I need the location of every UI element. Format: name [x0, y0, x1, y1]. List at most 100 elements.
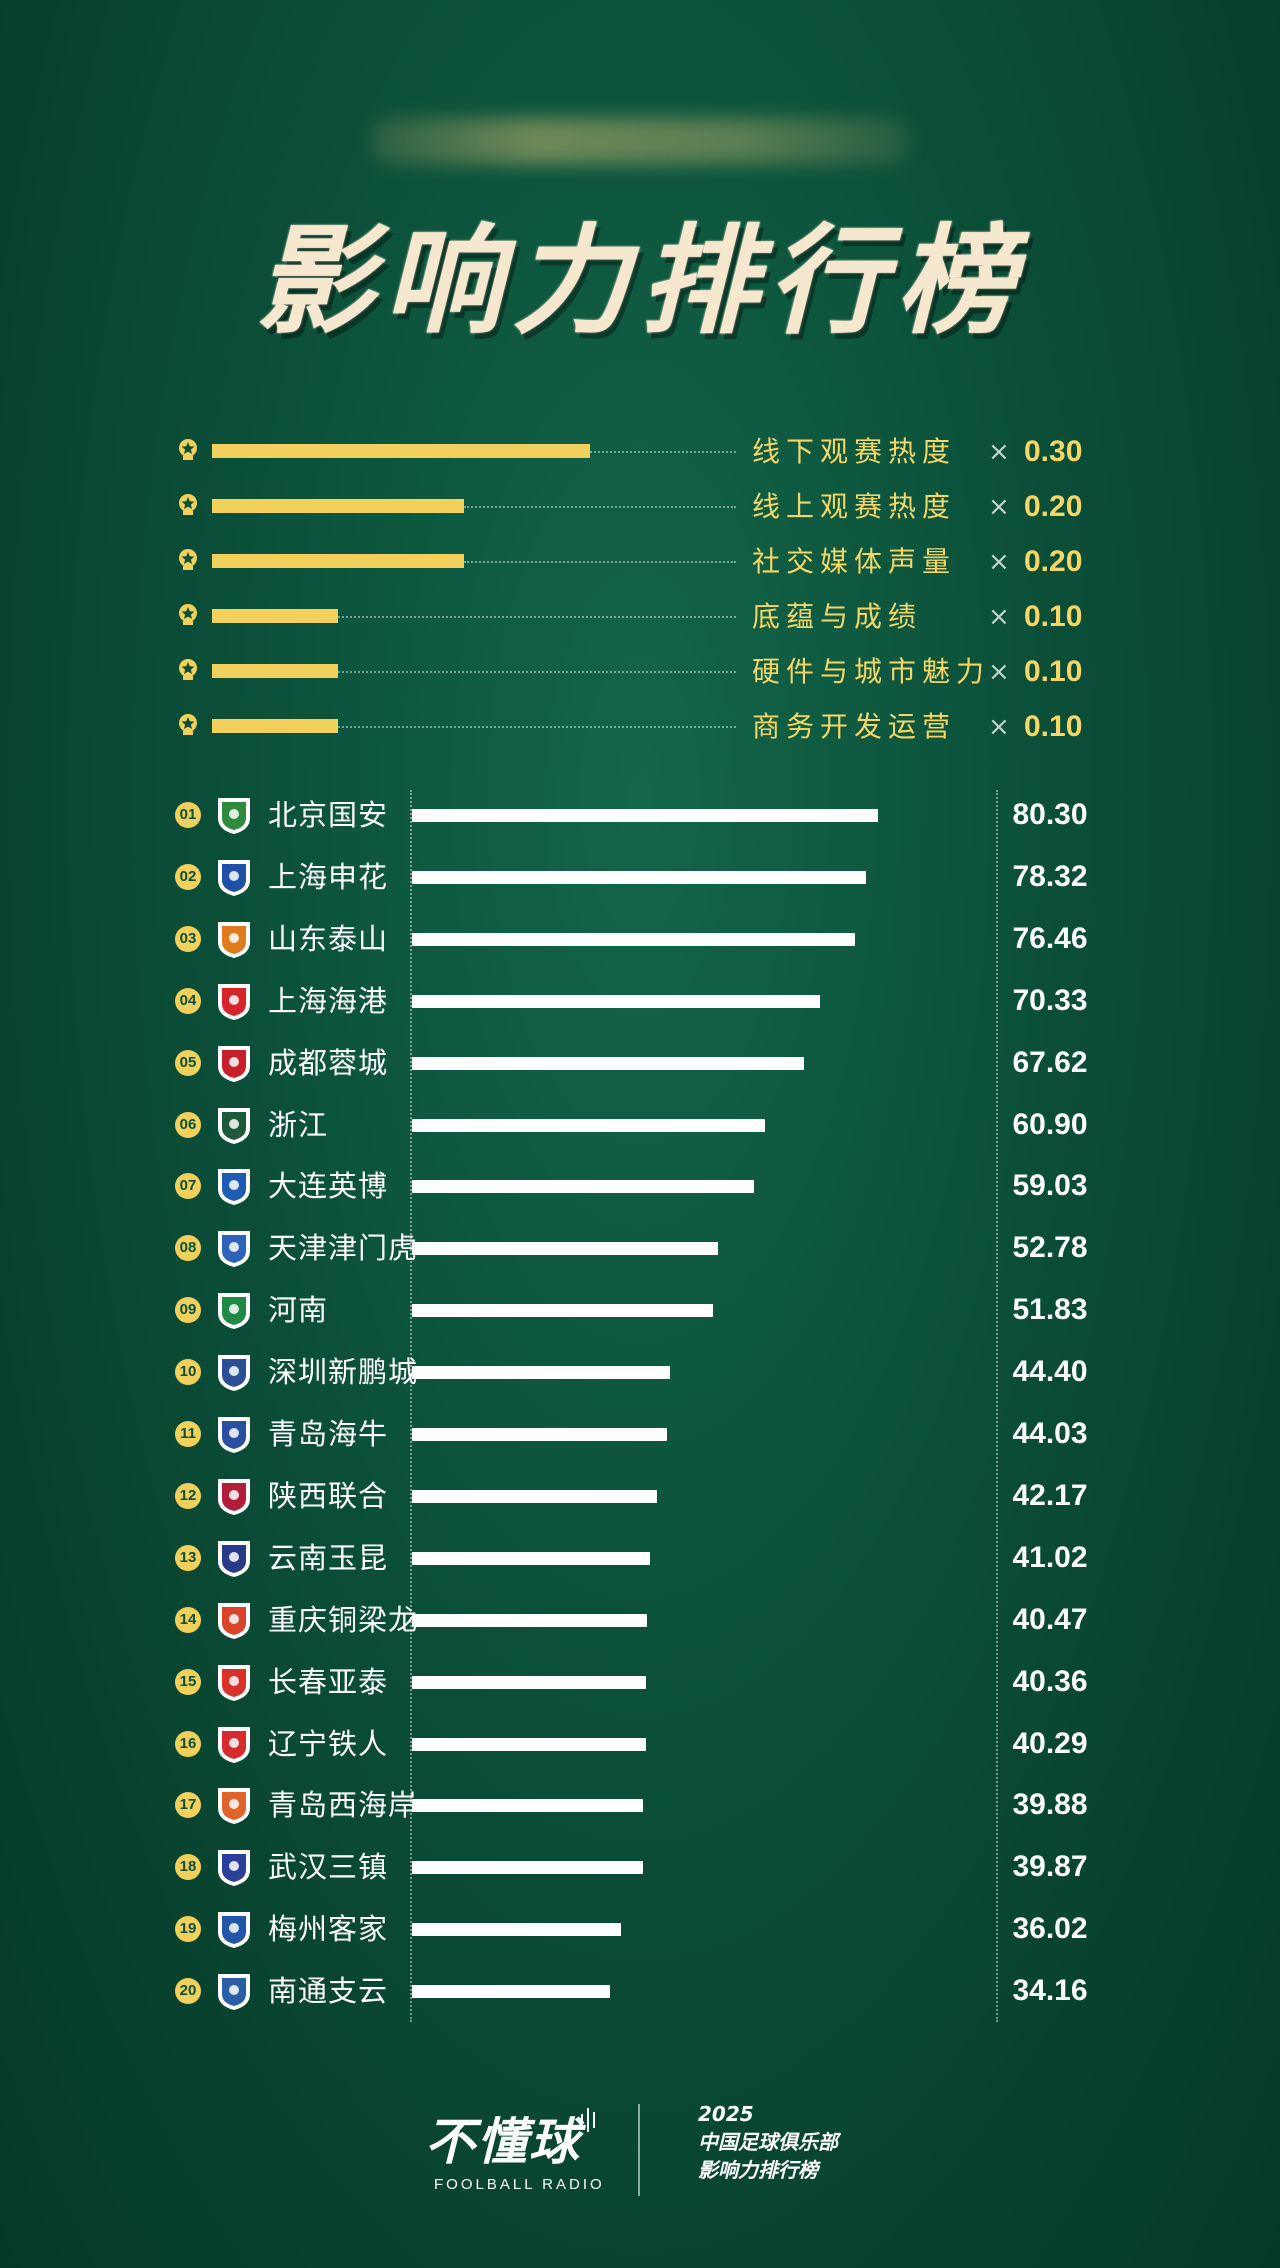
weight-value: 0.10	[1024, 655, 1083, 688]
rank-badge: 05	[175, 1049, 201, 1076]
team-logo-icon	[218, 859, 250, 896]
score-label: 40.29	[1012, 1726, 1088, 1760]
weight-bar	[212, 719, 338, 733]
rank-badge: 01	[175, 802, 201, 828]
weight-leader-line	[338, 726, 736, 728]
star-medal-icon	[179, 604, 197, 625]
score-bar	[412, 1118, 766, 1132]
rank-badge: 17	[175, 1792, 201, 1819]
weight-value: 0.10	[1024, 600, 1083, 633]
team-name: 山东泰山	[268, 921, 389, 956]
rank-badge: 15	[175, 1668, 201, 1695]
score-bar	[412, 809, 878, 822]
team-logo-icon	[218, 1231, 250, 1268]
score-label: 39.88	[1012, 1788, 1088, 1822]
weight-value: 0.20	[1024, 545, 1083, 578]
chart-axis-left	[410, 790, 412, 2022]
team-logo-icon	[218, 921, 250, 958]
score-label: 60.90	[1012, 1107, 1088, 1141]
team-logo-icon	[218, 1169, 250, 1206]
weight-leader-line	[590, 451, 736, 453]
rank-badge: 13	[175, 1544, 201, 1571]
weight-bar	[212, 664, 338, 678]
footer-line3: 影响力排行榜	[698, 2158, 818, 2182]
score-label: 42.17	[1012, 1478, 1088, 1512]
multiply-sign: ×	[988, 712, 1010, 742]
score-bar	[412, 1613, 647, 1627]
team-name: 天津津门虎	[268, 1231, 419, 1266]
rank-row: 12 陕西联合 42.17	[0, 1469, 1280, 1525]
multiply-sign: ×	[988, 437, 1010, 467]
weight-bar	[212, 444, 590, 458]
rank-badge: 10	[175, 1359, 201, 1386]
team-logo-icon	[218, 1417, 250, 1453]
team-logo-icon	[218, 1912, 250, 1949]
brand-wave-icon	[581, 2108, 595, 2132]
score-label: 67.62	[1012, 1045, 1088, 1079]
team-name: 南通支云	[268, 1974, 389, 2009]
score-label: 36.02	[1012, 1912, 1088, 1946]
multiply-sign: ×	[988, 492, 1010, 522]
rank-badge: 07	[175, 1173, 201, 1200]
score-bar	[412, 1489, 657, 1503]
rank-badge: 19	[175, 1916, 201, 1943]
rank-badge: 12	[175, 1482, 201, 1509]
rank-row: 20 南通支云 34.16	[0, 1964, 1280, 2020]
score-bar	[412, 1799, 644, 1813]
rank-row: 15 长春亚泰 40.36	[0, 1655, 1280, 1711]
rank-badge: 08	[175, 1235, 201, 1262]
weight-value: 0.30	[1024, 435, 1083, 468]
rank-row: 17 青岛西海岸 39.88	[0, 1778, 1280, 1834]
weight-row: 线上观赛热度 × 0.20	[0, 487, 1280, 527]
team-logo-icon	[218, 1602, 250, 1639]
team-logo-icon	[218, 1850, 250, 1887]
weight-label: 线下观赛热度	[752, 435, 957, 468]
rank-badge: 04	[175, 987, 201, 1014]
score-bar	[412, 1428, 668, 1441]
rank-row: 19 梅州客家 36.02	[0, 1902, 1280, 1958]
team-name: 上海申花	[268, 859, 389, 894]
team-name: 河南	[268, 1293, 329, 1328]
score-bar	[412, 1985, 611, 1999]
score-bar	[412, 1551, 650, 1565]
score-label: 44.40	[1012, 1355, 1088, 1389]
page-title: 影响力排行榜	[255, 212, 1024, 350]
score-bar	[412, 994, 820, 1008]
footer-divider	[638, 2104, 640, 2196]
rank-row: 09 河南 51.83	[0, 1283, 1280, 1339]
weight-row: 商务开发运营 × 0.10	[0, 707, 1280, 747]
score-label: 52.78	[1012, 1231, 1088, 1265]
rank-row: 02 上海申花 78.32	[0, 850, 1280, 906]
team-logo-icon	[218, 1974, 250, 2011]
team-name: 梅州客家	[268, 1912, 389, 1947]
score-label: 40.36	[1012, 1664, 1088, 1698]
rank-row: 16 辽宁铁人 40.29	[0, 1717, 1280, 1773]
score-label: 70.33	[1012, 983, 1088, 1017]
rank-badge: 03	[175, 925, 201, 952]
team-name: 青岛海牛	[268, 1417, 389, 1451]
score-label: 41.02	[1012, 1540, 1088, 1574]
rank-badge: 14	[175, 1606, 201, 1633]
rank-row: 10 深圳新鹏城 44.40	[0, 1345, 1280, 1401]
weight-bar	[212, 609, 338, 623]
weight-value: 0.20	[1024, 490, 1083, 523]
weight-row: 底蕴与成绩 × 0.10	[0, 597, 1280, 637]
team-logo-icon	[218, 1355, 250, 1392]
team-name: 辽宁铁人	[268, 1726, 389, 1761]
weight-label: 商务开发运营	[752, 710, 957, 743]
team-logo-icon	[218, 1107, 250, 1144]
rank-badge: 16	[175, 1730, 201, 1757]
weight-leader-line	[338, 671, 736, 673]
rank-row: 04 上海海港 70.33	[0, 974, 1280, 1030]
score-bar	[412, 1923, 621, 1937]
footer-caption: 2025 中国足球俱乐部 影响力排行榜	[698, 2100, 838, 2184]
rank-row: 03 山东泰山 76.46	[0, 912, 1280, 968]
weight-value: 0.10	[1024, 710, 1083, 743]
rank-badge: 18	[175, 1854, 201, 1881]
score-bar	[412, 1737, 646, 1751]
rank-row: 14 重庆铜梁龙 40.47	[0, 1593, 1280, 1649]
team-name: 深圳新鹏城	[268, 1355, 419, 1390]
footer-line2: 中国足球俱乐部	[698, 2130, 838, 2154]
rank-row: 05 成都蓉城 67.62	[0, 1036, 1280, 1092]
score-bar	[412, 1675, 647, 1689]
